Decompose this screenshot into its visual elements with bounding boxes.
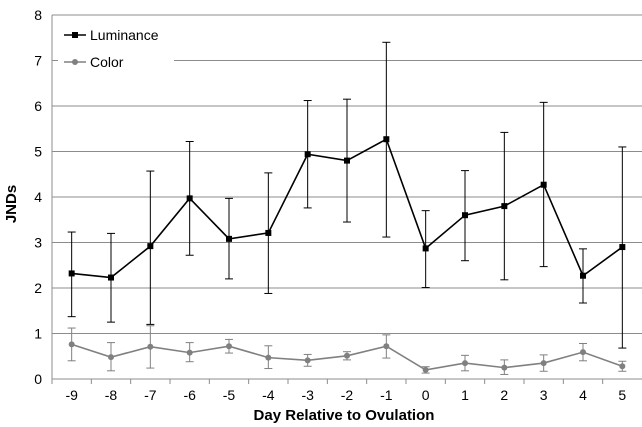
data-point — [265, 354, 272, 361]
y-axis-title: JNDs — [3, 185, 20, 223]
legend-label: Luminance — [90, 27, 159, 43]
data-point — [501, 364, 508, 371]
data-point — [68, 270, 75, 277]
data-point — [422, 245, 429, 252]
x-tick-label: 5 — [618, 387, 626, 403]
data-point — [383, 343, 390, 350]
y-tick-label: 5 — [34, 144, 42, 160]
x-tick-label: 0 — [422, 387, 430, 403]
data-point — [265, 229, 272, 236]
data-point — [108, 274, 114, 281]
plot-area — [67, 41, 627, 375]
x-tick-label: -8 — [105, 387, 118, 403]
x-tick-label: -3 — [301, 387, 314, 403]
x-tick-label: -9 — [65, 387, 78, 403]
x-tick-label: -5 — [223, 387, 236, 403]
x-tick-label: 2 — [500, 387, 508, 403]
data-point — [68, 341, 75, 348]
legend: Luminance Color — [58, 22, 174, 74]
legend-swatch-marker — [72, 59, 78, 65]
y-tick-label: 1 — [34, 326, 42, 342]
axes: 0 1 2 3 4 5 6 7 8 -9 -8 -7 -6 -5 -4 -3 -2 -1 0 1 2 3 4 5 — [34, 7, 642, 403]
y-tick-label: 6 — [34, 98, 42, 114]
series-luminance — [67, 41, 627, 349]
x-tick-label: -4 — [262, 387, 275, 403]
data-point — [344, 157, 350, 164]
y-tick-label: 2 — [34, 280, 42, 296]
y-tick-label: 7 — [34, 53, 42, 69]
y-tick-label: 4 — [34, 189, 42, 205]
data-point — [147, 243, 154, 250]
x-tick-label: 1 — [461, 387, 469, 403]
data-point — [226, 235, 232, 242]
series-color — [67, 325, 627, 375]
data-point — [540, 181, 547, 188]
x-tick-label: -1 — [380, 387, 393, 403]
data-point — [619, 244, 626, 251]
y-tick-label: 0 — [34, 371, 42, 387]
x-tick-label: -2 — [341, 387, 354, 403]
data-point — [304, 151, 311, 158]
data-point — [422, 366, 429, 373]
data-point — [580, 272, 586, 279]
data-point — [383, 136, 390, 143]
data-point — [186, 349, 193, 356]
data-point — [304, 357, 311, 364]
y-tick-label: 3 — [34, 235, 42, 251]
legend-swatch-marker — [72, 32, 78, 38]
data-point — [462, 360, 468, 367]
data-point — [186, 195, 193, 202]
legend-label: Color — [90, 54, 124, 70]
data-point — [147, 343, 154, 350]
y-tick-label: 8 — [34, 7, 42, 23]
x-tick-label: 4 — [579, 387, 587, 403]
data-point — [108, 354, 114, 361]
x-axis-title: Day Relative to Ovulation — [254, 407, 435, 424]
data-point — [501, 203, 508, 210]
data-point — [226, 343, 232, 350]
x-tick-label: 3 — [540, 387, 548, 403]
legend-background — [58, 22, 174, 74]
data-point — [619, 363, 626, 370]
data-point — [580, 349, 586, 356]
data-point — [540, 360, 547, 367]
x-tick-label: -6 — [183, 387, 196, 403]
data-point — [344, 352, 350, 359]
x-tick-label: -7 — [144, 387, 157, 403]
data-point — [462, 212, 468, 219]
